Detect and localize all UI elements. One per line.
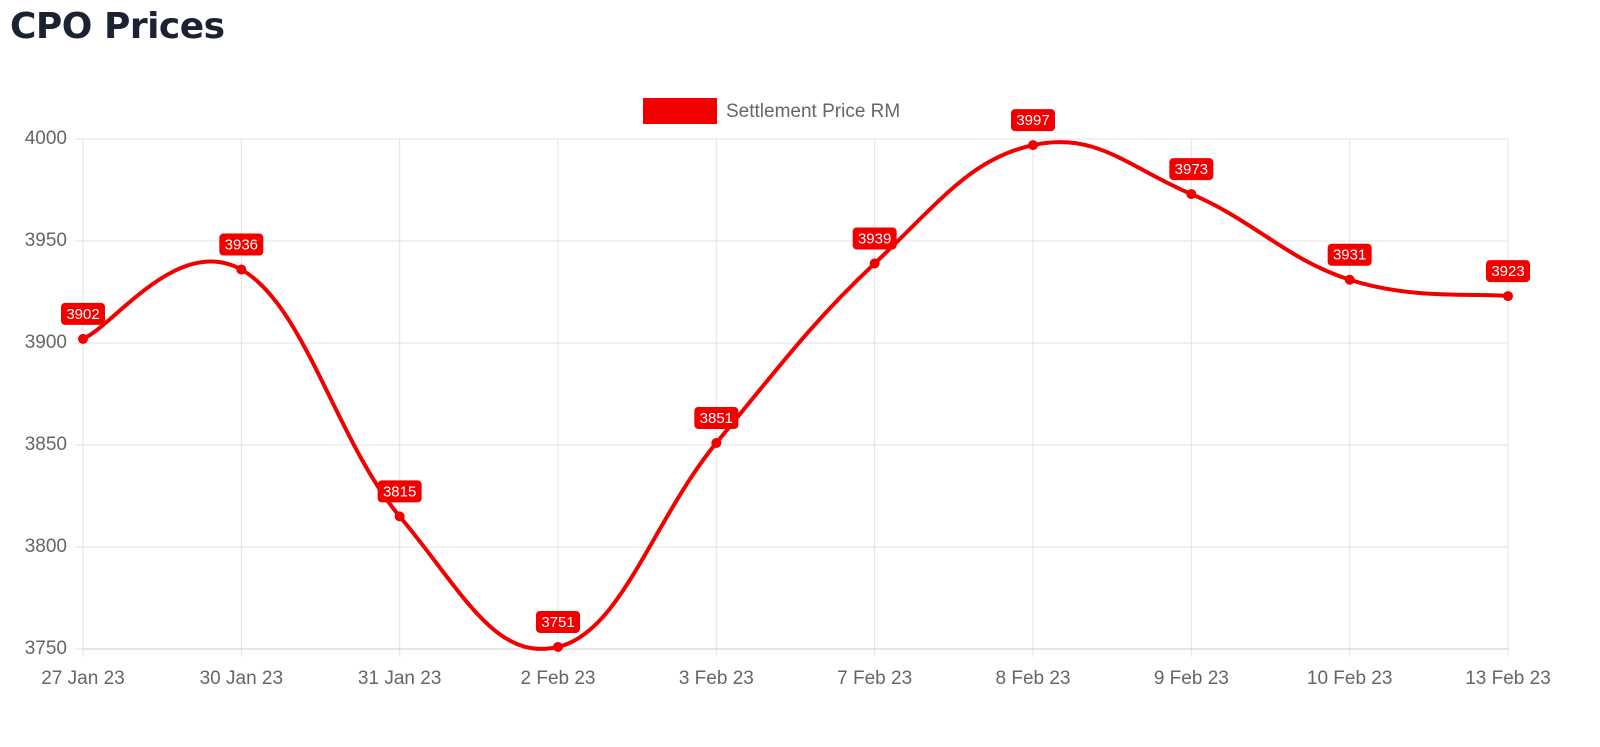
x-tick-label: 7 Feb 23: [837, 668, 912, 689]
line: [82, 140, 1509, 651]
x-tick-label: 9 Feb 23: [1154, 668, 1229, 689]
legend-label: Settlement Price RM: [726, 101, 900, 122]
y-tick-label: 3900: [25, 332, 67, 353]
x-tick-label: 31 Jan 23: [358, 668, 441, 689]
data-label: 3936: [225, 237, 258, 254]
data-label-box: [219, 233, 264, 256]
point: [1344, 274, 1355, 285]
x-tick-label: 30 Jan 23: [200, 668, 283, 689]
point: [553, 641, 563, 652]
data-label: 3923: [1491, 263, 1524, 280]
x-tick-label: 10 Feb 23: [1307, 668, 1393, 689]
y-tick-label: 4000: [25, 128, 67, 149]
data-label: 3931: [1333, 247, 1366, 264]
data-label-box: [852, 227, 897, 250]
data-label: 3997: [1016, 112, 1049, 129]
data-label: 3973: [1175, 161, 1208, 178]
data-label-box: [694, 406, 739, 429]
data-label-box: [1011, 109, 1055, 132]
data-label-box: [1327, 243, 1372, 266]
legend-swatch: [643, 98, 717, 124]
x-tick-label: 2 Feb 23: [521, 668, 596, 689]
point: [1186, 189, 1197, 200]
point: [1503, 291, 1513, 302]
data-label: 3939: [858, 230, 891, 247]
data-label: 3851: [700, 410, 733, 427]
data-label: 3751: [541, 614, 574, 631]
data-label-box: [377, 480, 422, 503]
point: [1028, 140, 1038, 151]
point: [394, 511, 405, 522]
point: [236, 264, 247, 275]
data-label: 3815: [383, 483, 416, 500]
y-tick-label: 3850: [25, 434, 67, 455]
point: [711, 437, 722, 448]
data-label-box: [1486, 260, 1530, 283]
y-tick-label: 3750: [25, 638, 67, 659]
x-tick-label: 3 Feb 23: [679, 668, 754, 689]
data-label-box: [61, 302, 105, 325]
chart-title: CPO Prices: [10, 6, 225, 47]
x-tick-label: 8 Feb 23: [996, 668, 1071, 689]
data-label-box: [1169, 158, 1214, 181]
data-label: 3902: [66, 306, 99, 323]
point: [869, 258, 880, 269]
y-tick-label: 3800: [25, 536, 67, 557]
x-tick-label: 13 Feb 23: [1465, 668, 1551, 689]
y-tick-label: 3950: [25, 230, 67, 251]
point: [78, 333, 88, 344]
x-tick-label: 27 Jan 23: [41, 668, 124, 689]
data-label-box: [536, 610, 580, 633]
